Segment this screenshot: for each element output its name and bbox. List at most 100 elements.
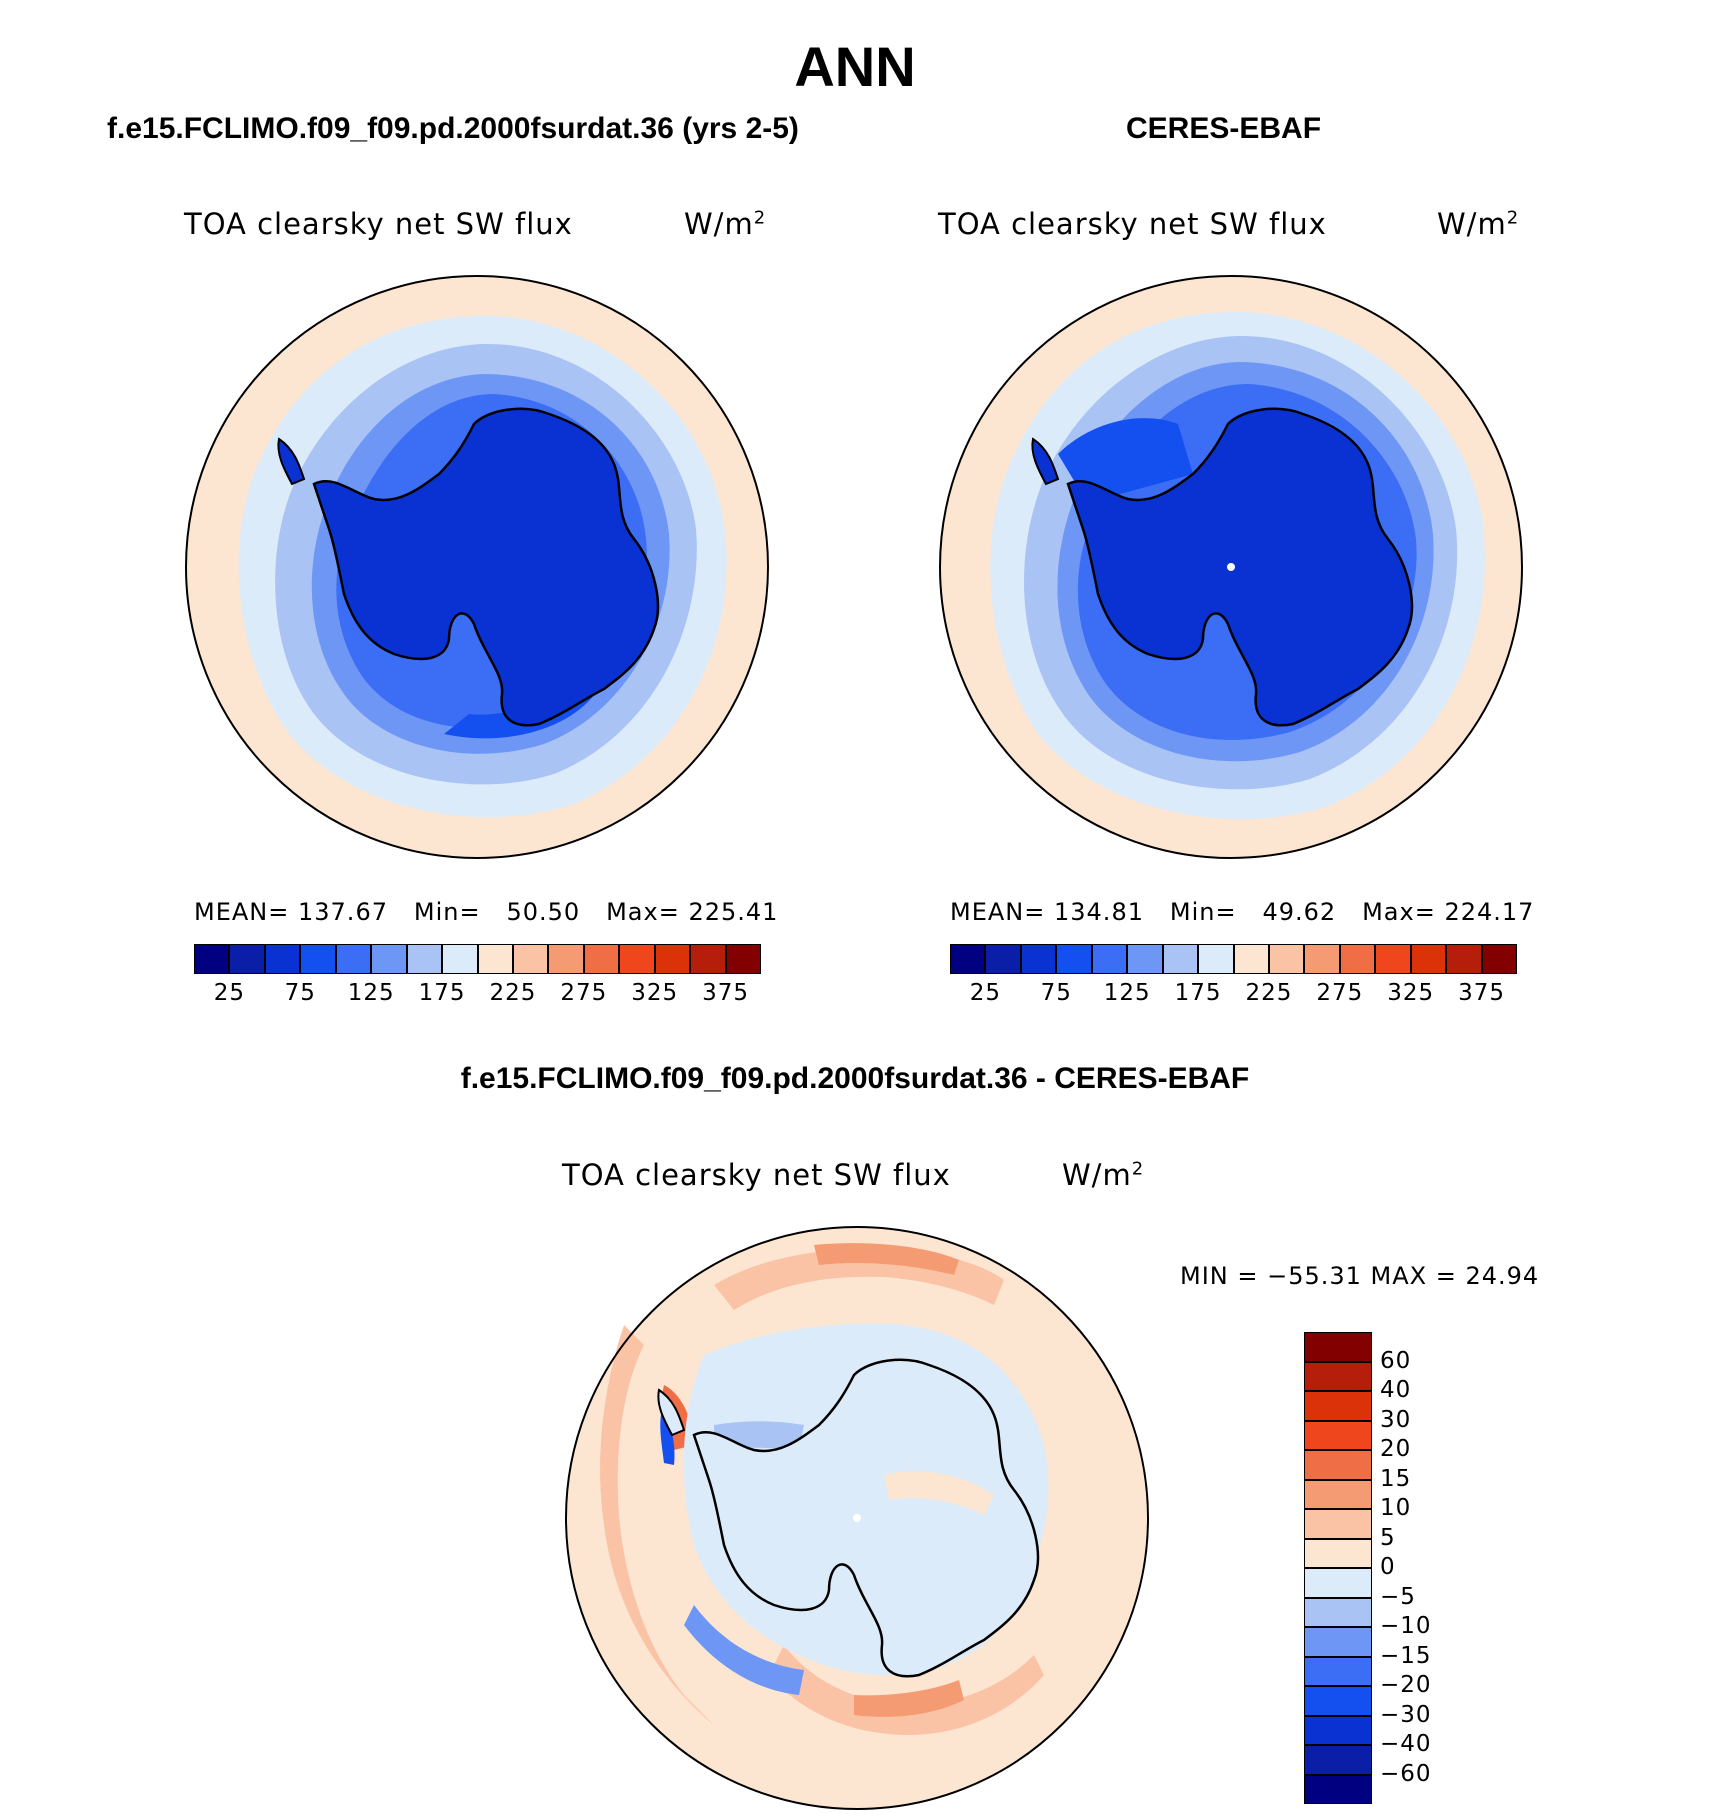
colorbar-tick: 25: [213, 980, 246, 1006]
stats-model: MEAN= 137.67 Min= 50.50 Max= 225.41: [194, 898, 779, 926]
polar-map-diff: [565, 1226, 1149, 1810]
colorbar-swatch: [512, 944, 549, 974]
diff-negative-patch-ross: [684, 1605, 804, 1695]
colorbar-tick: 25: [969, 980, 1002, 1006]
model-case-title: f.e15.FCLIMO.f09_f09.pd.2000fsurdat.36 (…: [107, 112, 799, 145]
pole-point: [1227, 563, 1235, 571]
colorbar-tick: 15: [1380, 1465, 1412, 1492]
colorbar-swatch: [1304, 1745, 1372, 1775]
colorbar-swatch: [619, 944, 655, 974]
colorbar-swatch: [1304, 1391, 1372, 1421]
colorbar-tick: 125: [1103, 980, 1151, 1006]
colorbar-tick: 5: [1380, 1524, 1396, 1551]
antarctic-peninsula: [657, 1388, 686, 1437]
colorbar-swatch: [1198, 944, 1234, 974]
colorbar-tick: 275: [560, 980, 608, 1006]
colorbar-swatch: [1481, 944, 1517, 974]
colorbar-swatch: [1304, 1509, 1372, 1539]
map-boundary-circle: [565, 1226, 1149, 1810]
diff-positive-patch-south: [854, 1680, 964, 1717]
colorbar-tick: 225: [1245, 980, 1293, 1006]
variable-label-obs: TOA clearsky net SW flux: [938, 207, 1327, 241]
colorbar-swatch: [1375, 944, 1411, 974]
colorbar-swatch: [1233, 944, 1269, 974]
colorbar-tick: −40: [1380, 1731, 1432, 1757]
variable-label-diff: TOA clearsky net SW flux: [562, 1158, 951, 1192]
colorbar-tick: 75: [1040, 980, 1072, 1006]
colorbar-tick: 125: [347, 980, 395, 1006]
diff-positive-band-south: [769, 1645, 1044, 1735]
colorbar-swatch: [194, 944, 230, 974]
colorbar-obs: [950, 944, 1517, 974]
colorbar-swatch: [1304, 1361, 1372, 1391]
antarctica-continent: [312, 407, 660, 727]
diff-strong-negative-peninsula: [660, 1410, 675, 1465]
colorbar-tick: −10: [1380, 1613, 1432, 1639]
colorbar-swatch: [1056, 944, 1092, 974]
colorbar-swatch: [548, 944, 584, 974]
colorbar-tick: −60: [1380, 1760, 1432, 1787]
colorbar-swatch: [335, 944, 372, 974]
variable-label-model: TOA clearsky net SW flux: [184, 207, 573, 241]
colorbar-tick: −30: [1380, 1701, 1432, 1728]
colorbar-swatch: [442, 944, 478, 974]
map-boundary-circle: [939, 275, 1523, 859]
antarctic-peninsula: [277, 437, 306, 486]
colorbar-tick: 30: [1380, 1406, 1412, 1433]
colorbar-tick: 175: [418, 980, 466, 1006]
units-label-model: W/m2: [684, 207, 767, 241]
colorbar-swatch: [690, 944, 726, 974]
colorbar-swatch: [1268, 944, 1305, 974]
colorbar-swatch: [1304, 1568, 1372, 1598]
colorbar-swatch: [1304, 1597, 1372, 1627]
colorbar-diff: [1304, 1332, 1372, 1804]
colorbar-swatch: [1304, 1450, 1372, 1480]
colorbar-swatch: [654, 944, 691, 974]
colorbar-tick: 175: [1174, 980, 1222, 1006]
map-boundary-circle: [185, 275, 769, 859]
colorbar-swatch: [1020, 944, 1057, 974]
colorbar-tick: −15: [1380, 1642, 1432, 1669]
diff-positive-patch-north: [814, 1243, 959, 1275]
colorbar-tick: 375: [702, 980, 750, 1006]
colorbar-tick: 325: [631, 980, 679, 1006]
units-label-obs: W/m2: [1437, 207, 1520, 241]
colorbar-tick: 0: [1380, 1554, 1396, 1580]
colorbar-diff-ticks: 60 40 30 20 15 10 5 0 −5 −10 −15 −20 −30…: [1380, 1332, 1480, 1804]
colorbar-swatch: [1304, 1332, 1372, 1362]
colorbar-tick: 75: [284, 980, 316, 1006]
colorbar-swatch: [229, 944, 265, 974]
colorbar-swatch: [1339, 944, 1376, 974]
colorbar-swatch: [1304, 1538, 1372, 1568]
stats-obs: MEAN= 134.81 Min= 49.62 Max= 224.17: [950, 898, 1535, 926]
colorbar-tick: −20: [1380, 1672, 1432, 1698]
pole-point: [853, 1514, 861, 1522]
antarctic-peninsula: [1031, 437, 1060, 486]
diff-continent-positive-patch: [884, 1471, 994, 1515]
colorbar-swatch: [1304, 1774, 1372, 1804]
colorbar-swatch: [406, 944, 443, 974]
colorbar-tick: 10: [1380, 1495, 1412, 1521]
colorbar-swatch: [725, 944, 761, 974]
colorbar-obs-ticks: 25 75 125 175 225 275 325 375: [950, 980, 1517, 1010]
colorbar-tick: 60: [1380, 1347, 1412, 1374]
colorbar-model-ticks: 25 75 125 175 225 275 325 375: [194, 980, 761, 1010]
colorbar-swatch: [583, 944, 620, 974]
colorbar-swatch: [1410, 944, 1447, 974]
polar-map-obs: [939, 275, 1523, 859]
antarctica-continent: [1066, 407, 1414, 727]
colorbar-swatch: [950, 944, 986, 974]
diff-case-title: f.e15.FCLIMO.f09_f09.pd.2000fsurdat.36 -…: [460, 1062, 1250, 1095]
main-title: ANN: [794, 35, 916, 98]
colorbar-tick: 375: [1458, 980, 1506, 1006]
colorbar-tick: 40: [1380, 1377, 1412, 1403]
antarctica-continent: [692, 1358, 1040, 1678]
colorbar-swatch: [300, 944, 336, 974]
colorbar-swatch: [1091, 944, 1128, 974]
colorbar-tick: −5: [1380, 1583, 1416, 1610]
stats-diff: MIN = −55.31 MAX = 24.94: [1180, 1262, 1540, 1290]
colorbar-swatch: [985, 944, 1021, 974]
colorbar-swatch: [371, 944, 407, 974]
colorbar-swatch: [477, 944, 513, 974]
colorbar-swatch: [1446, 944, 1482, 974]
